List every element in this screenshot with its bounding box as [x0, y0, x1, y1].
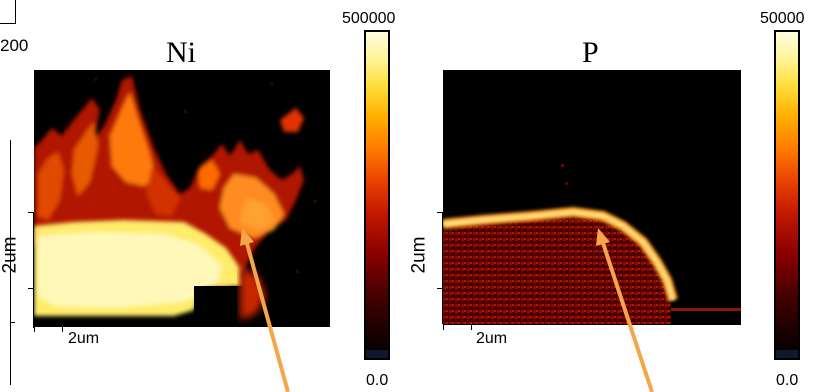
p-y-tick-bottom: [437, 288, 443, 289]
left-fragment-tick: [10, 322, 15, 323]
left-panel-fragment: [0, 0, 16, 24]
p-map-graphic: [443, 70, 741, 324]
p-x-tick-right: [471, 324, 472, 330]
ni-colorbar-max-label: 500000: [342, 10, 396, 27]
p-y-scale-label: 2um: [408, 236, 430, 274]
p-map-title: P: [582, 36, 599, 69]
ni-colorbar-low-artifact: [366, 350, 388, 358]
ni-x-axis-line: [34, 326, 330, 327]
ni-x-scale-label: 2um: [68, 330, 100, 347]
ni-colorbar: [364, 30, 390, 360]
ni-map-title: Ni: [166, 36, 196, 69]
left-fragment-value: 200: [0, 36, 29, 55]
p-y-axis-line: [442, 212, 443, 324]
p-x-tick-left: [443, 324, 444, 330]
p-x-scale-label: 2um: [476, 330, 508, 347]
ni-y-scale-label: 2um: [0, 236, 21, 274]
p-colorbar: [774, 30, 800, 360]
p-colorbar-max-label: 50000: [760, 10, 805, 27]
p-x-axis-line: [443, 324, 741, 325]
ni-x-tick-right: [62, 326, 63, 332]
p-colorbar-low-artifact: [776, 350, 798, 358]
ni-y-axis-line: [33, 212, 34, 328]
left-fragment-axis-line: [10, 140, 11, 385]
p-elemental-map: [443, 70, 741, 324]
p-y-tick-top: [437, 212, 443, 213]
ni-colorbar-min-label: 0.0: [366, 372, 389, 389]
ni-elemental-map: [34, 70, 330, 326]
ni-x-tick-left: [34, 326, 35, 332]
p-colorbar-min-label: 0.0: [776, 372, 799, 389]
ni-map-graphic: [34, 70, 330, 326]
ni-y-tick-bottom: [28, 288, 34, 289]
ni-y-tick-top: [28, 212, 34, 213]
